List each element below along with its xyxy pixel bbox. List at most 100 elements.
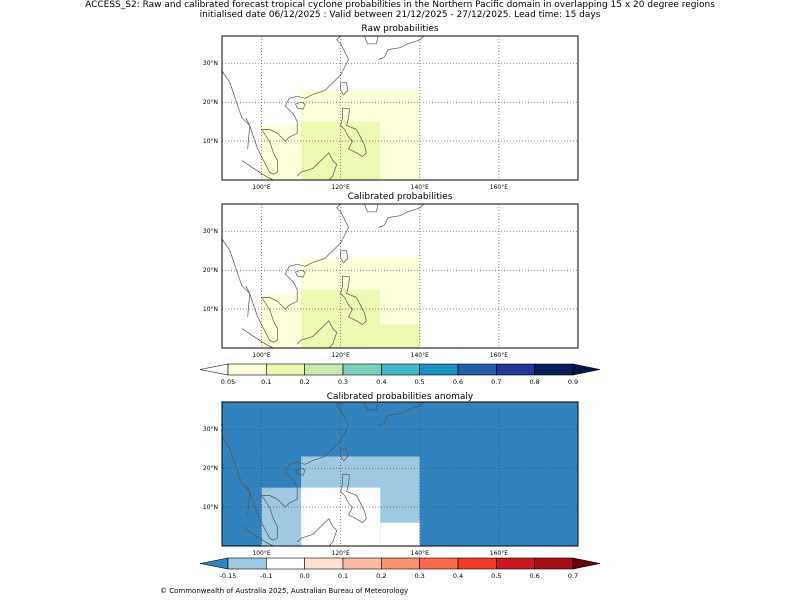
probability-colorbar: 0.05 0.1 0.2 0.3 0.4 0.5 0.6 0.7 0.8 0.9 <box>199 363 601 386</box>
anomaly-cell <box>261 487 302 546</box>
raw-lat-label: 20°N <box>203 99 218 106</box>
raw-probability-cell <box>261 125 302 180</box>
anomaly-color-swatch <box>342 557 382 570</box>
probability-extend-high <box>572 363 601 376</box>
raw-coastline <box>340 82 349 96</box>
anomaly-color-swatch <box>419 557 459 570</box>
probability-tick-label: 0.2 <box>299 378 309 386</box>
anomaly-colorbar: -0.15 -0.1 0.0 0.1 0.2 0.3 0.4 0.5 0.6 0.7 <box>199 557 601 580</box>
calibrated-coastline <box>340 275 367 326</box>
anomaly-tick-label: 0.4 <box>453 572 463 580</box>
anomaly-lat-label: 30°N <box>203 426 218 433</box>
probability-color-swatch <box>496 363 535 376</box>
anomaly-color-swatch <box>304 557 344 570</box>
calibrated-coastline <box>364 203 379 213</box>
calibrated-coastline <box>221 238 278 343</box>
anomaly-tick-label: -0.15 <box>220 572 237 580</box>
anomaly-color-swatch <box>381 557 420 570</box>
raw-lon-label: 100°E <box>252 184 270 191</box>
anomaly-extend-high <box>572 557 601 570</box>
anomaly-coastline <box>296 518 338 547</box>
anomaly-tick-label: 0.5 <box>491 572 501 580</box>
anomaly-color-swatch <box>266 557 305 570</box>
anomaly-frame <box>221 401 579 547</box>
anomaly-coastline <box>295 467 306 476</box>
probability-color-swatch <box>304 363 344 376</box>
calibrated-lon-label: 160°E <box>490 352 508 359</box>
anomaly-lat-label: 20°N <box>203 465 218 472</box>
raw-coastline <box>295 101 306 110</box>
probability-color-swatch <box>457 363 497 376</box>
anomaly-coastline <box>364 401 379 411</box>
calibrated-map: 100°E 120°E 140°E 160°E 30°N 20°N 10°N <box>203 203 579 359</box>
anomaly-coastline <box>340 473 367 524</box>
raw-coastline <box>260 35 349 173</box>
calibrated-coastline <box>296 320 338 349</box>
anomaly-coastline <box>221 436 278 541</box>
calibrated-lon-label: 120°E <box>332 352 350 359</box>
anomaly-map: 100°E 120°E 140°E 160°E 30°N 20°N 10°N <box>203 401 579 557</box>
anomaly-cell <box>380 522 420 546</box>
probability-color-swatch <box>534 363 574 376</box>
calibrated-frame <box>221 203 579 349</box>
calibrated-probability-cell <box>380 324 420 348</box>
raw-map: 100°E 120°E 140°E 160°E 30°N 20°N 10°N <box>203 35 579 191</box>
anomaly-tick-label: 0.3 <box>414 572 424 580</box>
probability-color-swatch <box>227 363 267 376</box>
calibrated-lat-label: 20°N <box>203 267 218 274</box>
raw-frame <box>221 35 579 181</box>
calibrated-coastline <box>340 250 349 264</box>
anomaly-color-swatch <box>534 557 574 570</box>
raw-lat-label: 10°N <box>203 138 218 145</box>
probability-extend-low <box>199 363 229 376</box>
anomaly-tick-label: 0.2 <box>376 572 386 580</box>
copyright-footer: © Commonwealth of Australia 2025, Austra… <box>160 587 409 595</box>
anomaly-coastline <box>340 448 349 462</box>
figure-title: ACCESS_S2: Raw and calibrated forecast t… <box>85 0 715 10</box>
anomaly-color-swatch <box>457 557 497 570</box>
calibrated-lat-label: 30°N <box>203 228 218 235</box>
probability-tick-label: 0.6 <box>453 378 463 386</box>
anomaly-tick-label: 0.0 <box>299 572 309 580</box>
probability-tick-label: 0.5 <box>414 378 424 386</box>
raw-lon-label: 160°E <box>490 184 508 191</box>
panel-title-calibrated: Calibrated probabilities <box>347 192 453 202</box>
raw-lon-label: 140°E <box>411 184 429 191</box>
probability-tick-label: 0.8 <box>529 378 539 386</box>
calibrated-lat-label: 10°N <box>203 306 218 313</box>
anomaly-lon-label: 120°E <box>332 550 350 557</box>
probability-tick-label: 0.7 <box>491 378 501 386</box>
figure-subtitle: initialised date 06/12/2025 : Valid betw… <box>199 10 601 20</box>
calibrated-coastline <box>241 328 274 349</box>
anomaly-tick-label: 0.1 <box>338 572 348 580</box>
anomaly-lat-label: 10°N <box>203 504 218 511</box>
probability-color-swatch <box>419 363 459 376</box>
raw-coastline <box>245 117 251 149</box>
calibrated-coastline <box>245 285 251 317</box>
anomaly-color-swatch <box>227 557 267 570</box>
calibrated-coastline <box>295 269 306 278</box>
panel-title-raw: Raw probabilities <box>361 24 439 34</box>
calibrated-coastline <box>260 203 349 341</box>
anomaly-coastline <box>241 526 274 547</box>
probability-color-swatch <box>266 363 305 376</box>
anomaly-tick-label: 0.7 <box>568 572 578 580</box>
calibrated-lon-label: 140°E <box>411 352 429 359</box>
calibrated-lon-label: 100°E <box>252 352 270 359</box>
probability-tick-label: 0.05 <box>221 378 235 386</box>
raw-lat-label: 30°N <box>203 60 218 67</box>
raw-coastline <box>241 160 274 181</box>
anomaly-coastline <box>260 401 349 539</box>
probability-tick-label: 0.1 <box>261 378 271 386</box>
anomaly-lon-label: 100°E <box>252 550 270 557</box>
raw-lon-label: 120°E <box>332 184 350 191</box>
anomaly-extend-low <box>199 557 229 570</box>
probability-color-swatch <box>342 363 382 376</box>
panel-title-anomaly: Calibrated probabilities anomaly <box>326 392 474 402</box>
probability-color-swatch <box>381 363 420 376</box>
probability-tick-label: 0.4 <box>376 378 386 386</box>
raw-coastline <box>221 70 278 175</box>
probability-tick-label: 0.9 <box>568 378 578 386</box>
calibrated-probability-cell <box>261 293 302 348</box>
